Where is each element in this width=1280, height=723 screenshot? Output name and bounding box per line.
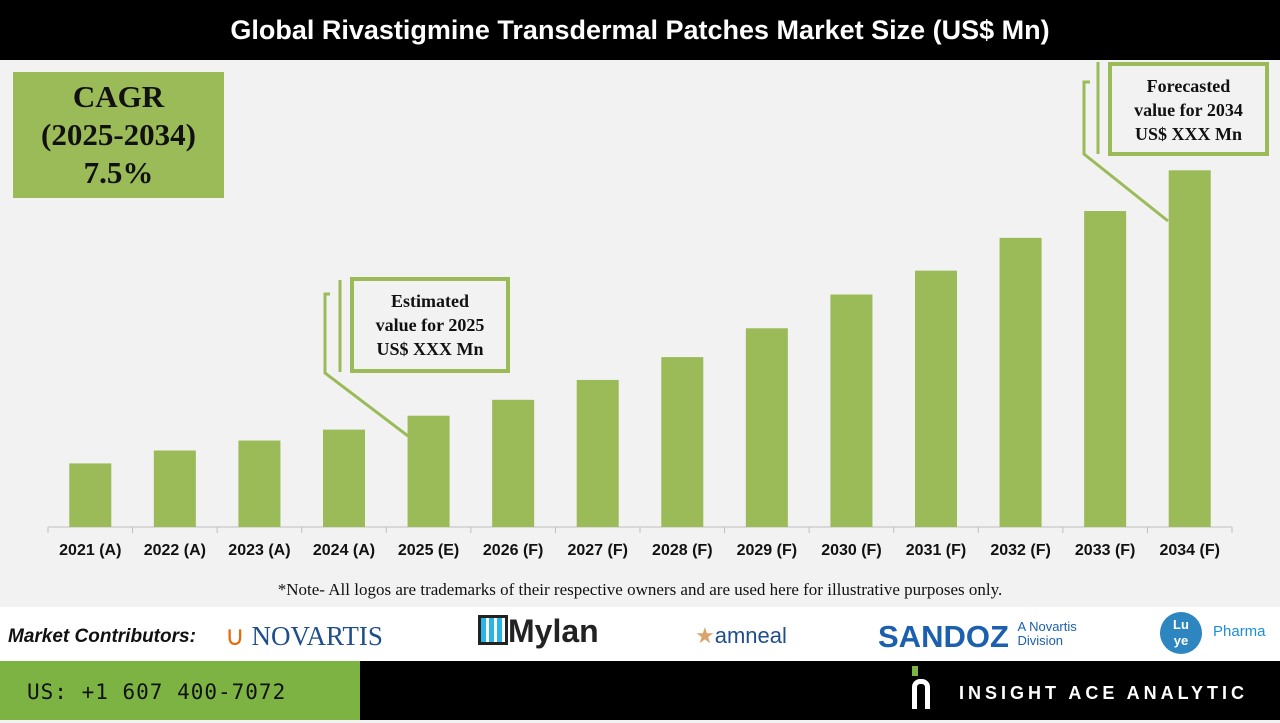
callout-line: value for 2025 bbox=[375, 315, 485, 335]
brand-name: INSIGHT ACE ANALYTIC bbox=[958, 683, 1248, 703]
x-tick-label: 2030 (F) bbox=[821, 542, 881, 559]
callout-line: Estimated bbox=[391, 291, 469, 311]
callout-line: US$ XXX Mn bbox=[376, 339, 484, 359]
luye-logo: Lu ye bbox=[1160, 612, 1202, 654]
x-tick-label: 2021 (A) bbox=[59, 542, 121, 559]
mylan-logo: Mylan bbox=[478, 613, 599, 650]
bar-chart: 2021 (A) 2022 (A) 2023 (A) 2024 (A) 2025 (E)… bbox=[47, 62, 1233, 559]
amneal-logo: ★amneal bbox=[695, 623, 787, 648]
x-tick-label: 2023 (A) bbox=[228, 542, 290, 559]
cagr-value: 7.5% bbox=[83, 155, 154, 190]
forecasted-callout: Forecasted value for 2034 US$ XXX Mn bbox=[1108, 62, 1269, 156]
bar bbox=[1084, 211, 1127, 527]
luye-pharma-text: Pharma bbox=[1213, 623, 1266, 640]
bar bbox=[323, 429, 365, 527]
estimated-leader-line bbox=[323, 292, 409, 438]
brand-bar: INSIGHT ACE ANALYTIC bbox=[360, 661, 1280, 720]
sandoz-logo: SANDOZ A Novartis Division bbox=[878, 619, 1077, 654]
bar bbox=[407, 415, 450, 527]
contributors-band: Market Contributors: ∪ NOVARTIS Mylan ★a… bbox=[0, 607, 1280, 661]
x-tick-label: 2028 (F) bbox=[652, 542, 712, 559]
x-tick-label: 2022 (A) bbox=[144, 542, 206, 559]
bar bbox=[915, 270, 957, 527]
x-tick-label: 2029 (F) bbox=[737, 542, 797, 559]
forecasted-leader-line bbox=[1082, 80, 1169, 223]
bar bbox=[69, 463, 112, 527]
bar bbox=[745, 328, 788, 527]
trademark-note: *Note- All logos are trademarks of their… bbox=[277, 580, 1003, 599]
x-tick-label: 2033 (F) bbox=[1075, 542, 1135, 559]
bar bbox=[830, 294, 873, 527]
bar bbox=[492, 399, 535, 527]
x-tick-label: 2024 (A) bbox=[313, 542, 375, 559]
chart-title: Global Rivastigmine Transdermal Patches … bbox=[0, 0, 1280, 60]
cagr-period: (2025-2034) bbox=[41, 117, 196, 152]
bar bbox=[1168, 170, 1211, 527]
bar bbox=[153, 450, 196, 527]
bar bbox=[576, 379, 619, 527]
insight-ace-logo-icon bbox=[912, 666, 932, 710]
cagr-label: CAGR bbox=[72, 79, 165, 114]
estimated-callout: Estimated value for 2025 US$ XXX Mn bbox=[350, 277, 510, 373]
novartis-logo: ∪ NOVARTIS bbox=[225, 621, 383, 651]
callout-line: US$ XXX Mn bbox=[1134, 124, 1242, 144]
callout-line: value for 2034 bbox=[1134, 100, 1243, 120]
x-tick-label: 2034 (F) bbox=[1159, 542, 1219, 559]
x-tick-label: 2026 (F) bbox=[483, 542, 543, 559]
bar bbox=[999, 237, 1042, 527]
contributors-label: Market Contributors: bbox=[8, 626, 196, 647]
cagr-box: CAGR (2025-2034) 7.5% bbox=[13, 72, 224, 198]
bar bbox=[238, 440, 281, 527]
phone-number: US: +1 607 400-7072 bbox=[0, 661, 360, 720]
x-tick-label: 2025 (E) bbox=[398, 542, 459, 559]
x-tick-label: 2031 (F) bbox=[906, 542, 966, 559]
x-tick-label: 2027 (F) bbox=[567, 542, 627, 559]
x-tick-label: 2032 (F) bbox=[990, 542, 1050, 559]
callout-line: Forecasted bbox=[1146, 76, 1231, 96]
bar bbox=[661, 357, 704, 527]
